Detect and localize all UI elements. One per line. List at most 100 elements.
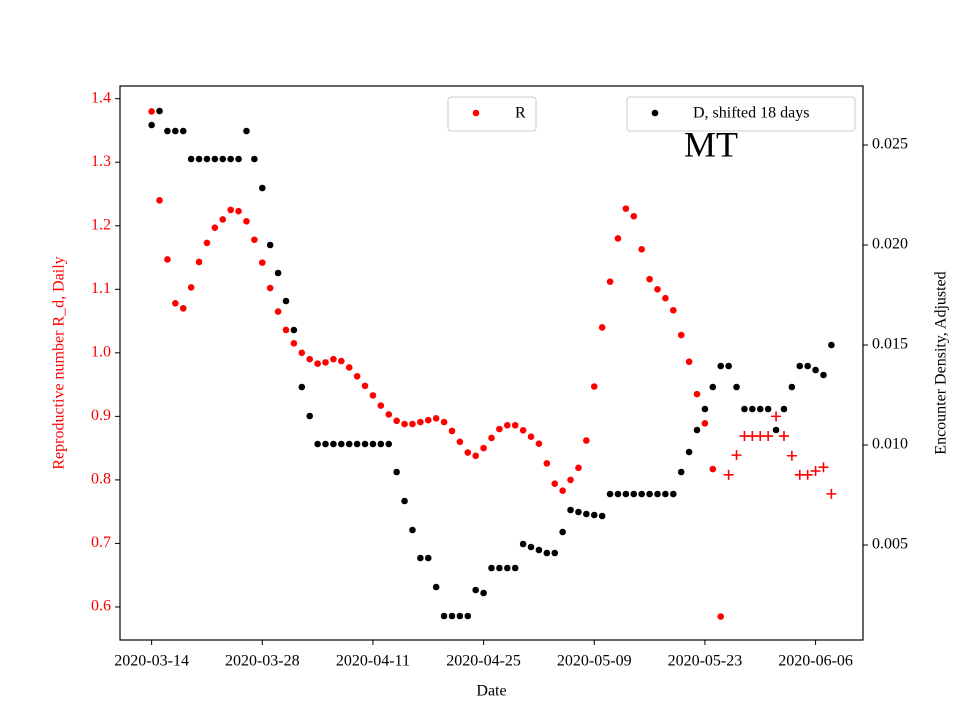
dot-marker (472, 452, 479, 460)
dot-marker (282, 297, 290, 305)
dot-marker (251, 236, 258, 244)
dot-marker (179, 305, 187, 312)
plus-marker (731, 450, 742, 461)
dot-marker (219, 155, 227, 163)
dot-marker (322, 359, 329, 366)
legend-label: D, shifted 18 days (693, 105, 809, 122)
dot-marker (685, 448, 693, 456)
dot-marker (796, 362, 804, 370)
dot-marker (417, 554, 424, 562)
dot-marker (772, 426, 780, 434)
legend-marker (472, 109, 480, 117)
dot-marker (298, 349, 306, 357)
dot-marker (377, 402, 385, 409)
dot-marker (322, 440, 329, 448)
dot-marker (314, 360, 321, 367)
dot-marker (741, 405, 748, 413)
dot-marker (393, 468, 400, 476)
dot-marker (172, 299, 179, 307)
x-axis-label: Date (476, 683, 506, 700)
dot-marker (756, 405, 764, 413)
dot-marker (243, 218, 250, 225)
dot-marker (693, 390, 701, 398)
dot-marker (472, 586, 479, 594)
dot-marker (227, 155, 234, 163)
dot-marker (519, 427, 527, 434)
y2-axis-label: Encounter Density, Adjusted (933, 271, 950, 454)
dot-marker (266, 241, 274, 249)
dot-marker (662, 294, 669, 302)
dot-marker (820, 371, 827, 379)
dot-marker (424, 416, 432, 424)
dot-marker (203, 155, 211, 163)
dot-marker (654, 286, 661, 293)
dot-marker (511, 564, 519, 572)
dot-marker (369, 392, 377, 399)
dot-marker (559, 487, 566, 494)
plus-marker (763, 431, 774, 442)
dot-marker (828, 341, 835, 349)
dot-marker (504, 564, 511, 572)
dot-marker (567, 476, 574, 484)
dot-marker (298, 383, 306, 391)
dot-marker (717, 613, 725, 620)
dot-marker (488, 434, 495, 442)
dot-marker (543, 460, 551, 467)
dot-marker (693, 426, 701, 434)
dot-marker (195, 258, 203, 266)
dot-marker (496, 564, 503, 572)
dot-marker (456, 438, 464, 446)
dot-marker (243, 127, 250, 135)
dot-marker (353, 440, 361, 448)
dot-marker (440, 612, 448, 620)
dot-marker (409, 420, 416, 428)
dot-marker (401, 497, 408, 505)
dot-marker (480, 444, 487, 452)
y-tick-label: 0.8 (91, 471, 111, 488)
dot-marker (511, 421, 519, 429)
dot-marker (504, 421, 511, 429)
dot-marker (156, 107, 163, 115)
dot-marker (551, 549, 559, 557)
plus-marker (778, 431, 789, 442)
x-tick-label: 2020-04-25 (446, 653, 521, 670)
dot-marker (464, 612, 472, 620)
dot-marker (266, 284, 274, 292)
dot-marker (385, 440, 393, 448)
dot-marker (338, 357, 345, 365)
dot-marker (527, 433, 535, 440)
dot-marker (622, 205, 630, 212)
dot-marker (630, 490, 638, 498)
dot-marker (812, 366, 819, 374)
dot-marker (179, 127, 187, 135)
plus-marker (818, 462, 829, 473)
dot-marker (417, 418, 424, 426)
y-tick-label: 1.3 (91, 153, 111, 170)
y-tick-label: 1.1 (91, 280, 111, 297)
dot-marker (156, 197, 163, 204)
y2-tick-label: 0.010 (872, 436, 908, 453)
dot-marker (274, 308, 282, 315)
dot-marker (646, 490, 653, 498)
x-tick-label: 2020-05-23 (668, 653, 743, 670)
legend-box (626, 96, 856, 132)
dot-marker (393, 417, 400, 425)
dot-marker (496, 425, 503, 433)
dot-marker (148, 108, 155, 115)
plus-marker (771, 411, 782, 422)
dot-marker (385, 411, 393, 418)
dot-marker (187, 284, 195, 291)
y2-tick-label: 0.025 (872, 136, 908, 153)
dot-marker (590, 511, 598, 519)
dot-marker (669, 490, 677, 498)
y-tick-label: 1.4 (91, 89, 111, 106)
y-tick-label: 1.0 (91, 344, 111, 361)
y2-tick-label: 0.015 (872, 336, 908, 353)
dot-marker (567, 506, 574, 514)
dot-marker (314, 440, 321, 448)
dot-marker (409, 526, 416, 534)
dot-marker (227, 206, 234, 214)
dot-marker (583, 437, 590, 444)
dot-marker (235, 207, 242, 215)
dot-marker (448, 612, 456, 620)
